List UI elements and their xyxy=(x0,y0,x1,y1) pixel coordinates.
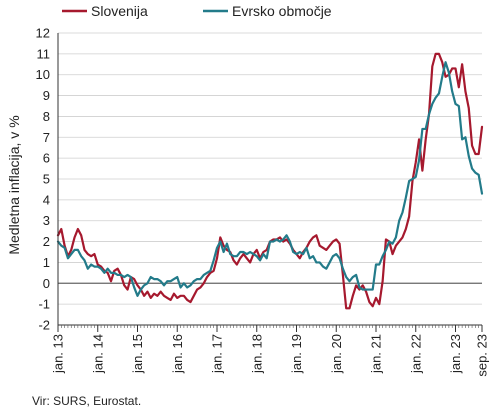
legend: Slovenija Evrsko območje xyxy=(62,3,332,19)
x-tick-label: jan. 17 xyxy=(210,334,225,374)
y-tick-label: 11 xyxy=(37,46,51,61)
y-tick-label: 3 xyxy=(43,213,50,228)
y-tick-label: -2 xyxy=(38,318,50,333)
y-tick-label: 6 xyxy=(43,151,50,166)
source-note: Vir: SURS, Eurostat. xyxy=(32,394,141,408)
y-tick-label: 8 xyxy=(43,109,50,124)
series-line-0 xyxy=(56,52,484,310)
x-tick-label: jan. 13 xyxy=(51,334,66,374)
y-tick-label: 9 xyxy=(43,88,50,103)
x-tick-label: jan. 18 xyxy=(249,334,264,374)
y-axis-label: Medletna inflacija, v % xyxy=(6,115,22,254)
y-tick-label: 0 xyxy=(43,276,50,291)
series-lines xyxy=(56,52,484,310)
series-line-1 xyxy=(56,61,484,297)
y-tick-label: 2 xyxy=(43,234,50,249)
x-tick-label: jan. 22 xyxy=(408,334,423,374)
x-tick-label: sep. 23 xyxy=(475,334,490,377)
legend-label-1: Evrsko območje xyxy=(232,3,332,19)
y-tick-label: 4 xyxy=(43,192,50,207)
x-tick-label: jan. 20 xyxy=(329,334,344,374)
x-tick-label: jan. 16 xyxy=(170,334,185,374)
legend-label-0: Slovenija xyxy=(91,3,148,19)
y-tick-label: 5 xyxy=(43,172,50,187)
y-tick-label: -1 xyxy=(38,297,50,312)
gridlines xyxy=(58,32,482,326)
y-tick-label: 1 xyxy=(43,255,50,270)
x-tick-label: jan. 23 xyxy=(448,334,463,374)
y-tick-label: 7 xyxy=(43,130,50,145)
y-tick-label: 10 xyxy=(36,67,50,82)
x-tick-label: jan. 21 xyxy=(369,334,384,374)
x-tick-label: jan. 14 xyxy=(90,334,105,374)
y-tick-label: 12 xyxy=(36,26,50,41)
x-tick-label: jan. 15 xyxy=(130,334,145,374)
x-tick-label: jan. 19 xyxy=(289,334,304,374)
